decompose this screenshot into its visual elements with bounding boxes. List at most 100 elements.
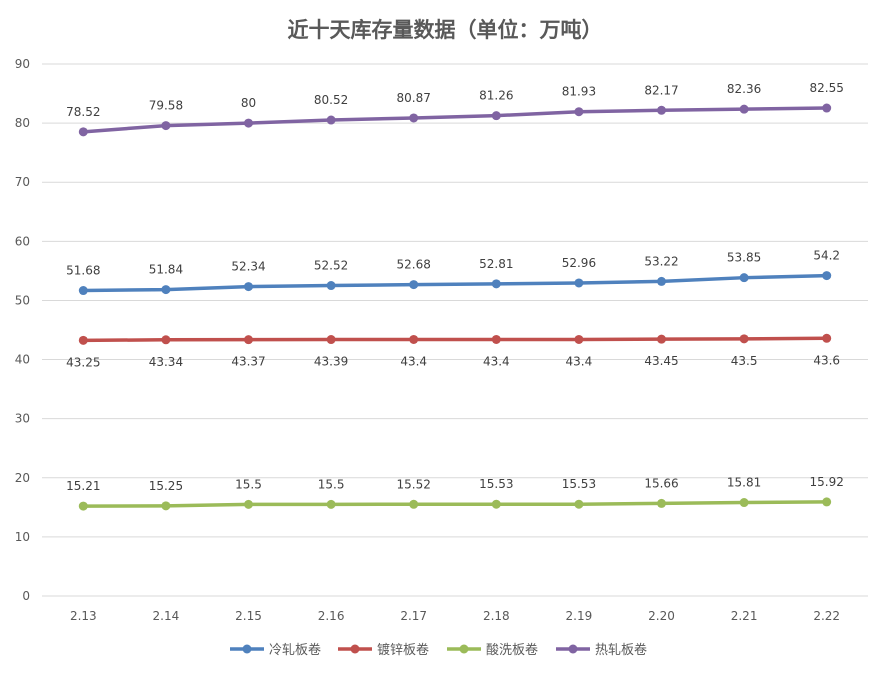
data-label: 82.17 <box>644 83 678 97</box>
data-point <box>78 501 88 511</box>
data-label: 15.21 <box>66 479 100 493</box>
legend-swatch-marker <box>568 644 578 654</box>
data-point <box>491 334 501 344</box>
y-tick-label: 40 <box>15 353 30 367</box>
data-point <box>491 111 501 121</box>
legend-swatch-marker <box>459 644 469 654</box>
data-label: 43.4 <box>400 354 427 368</box>
data-point <box>739 273 749 283</box>
series-line <box>81 273 829 293</box>
data-point <box>657 105 666 115</box>
data-label: 52.34 <box>231 260 265 274</box>
series-line <box>81 500 829 508</box>
data-label: 43.4 <box>566 354 593 368</box>
data-point <box>78 127 88 137</box>
data-label: 82.55 <box>810 81 844 95</box>
data-label: 80.87 <box>397 91 431 105</box>
data-point <box>739 498 749 508</box>
data-label: 81.26 <box>479 89 513 103</box>
y-tick-label: 30 <box>15 412 30 426</box>
data-label: 51.84 <box>149 263 183 277</box>
data-point <box>161 501 171 511</box>
data-point <box>822 497 832 507</box>
data-point <box>574 107 584 117</box>
y-tick-label: 0 <box>22 589 30 603</box>
data-label: 53.22 <box>644 254 678 268</box>
data-point <box>491 499 501 509</box>
data-point <box>326 115 336 125</box>
legend-label: 热轧板卷 <box>595 642 647 658</box>
legend-label: 镀锌板卷 <box>377 642 429 658</box>
data-point <box>822 103 832 113</box>
data-point <box>78 286 88 296</box>
data-point <box>739 334 749 344</box>
legend-swatch-marker <box>350 644 360 654</box>
x-tick-label: 2.18 <box>483 609 510 623</box>
data-point <box>409 280 419 290</box>
data-point <box>822 271 832 281</box>
x-tick-label: 2.14 <box>153 609 180 623</box>
data-label: 43.37 <box>231 355 265 369</box>
data-point <box>574 278 584 288</box>
data-label: 79.58 <box>149 99 183 113</box>
x-tick-label: 2.22 <box>813 609 840 623</box>
data-label: 43.6 <box>813 353 840 367</box>
x-tick-label: 2.19 <box>566 609 593 623</box>
x-tick-label: 2.16 <box>318 609 345 623</box>
data-label: 15.66 <box>644 476 678 490</box>
data-point <box>739 104 749 114</box>
data-label: 52.52 <box>314 259 348 273</box>
legend-label: 酸洗板卷 <box>486 642 538 658</box>
x-tick-label: 2.13 <box>70 609 97 623</box>
data-label: 15.53 <box>479 477 513 491</box>
x-tick-label: 2.17 <box>400 609 427 623</box>
data-label: 43.25 <box>66 355 100 369</box>
series-line <box>81 106 829 134</box>
data-label: 80.52 <box>314 93 348 107</box>
data-point <box>326 499 336 509</box>
data-point <box>326 281 336 291</box>
data-label: 51.68 <box>66 264 100 278</box>
data-point <box>574 334 584 344</box>
data-point <box>409 499 419 509</box>
data-label: 52.81 <box>479 257 513 271</box>
data-label: 15.81 <box>727 476 761 490</box>
data-point <box>326 335 336 345</box>
data-point <box>161 121 171 131</box>
data-point <box>244 335 253 345</box>
data-label: 81.93 <box>562 85 596 99</box>
data-point <box>244 282 253 292</box>
data-point <box>822 333 832 343</box>
legend-swatch-marker <box>242 644 252 654</box>
data-label: 43.34 <box>149 355 183 369</box>
data-label: 82.36 <box>727 82 761 96</box>
data-point <box>491 279 501 289</box>
x-tick-label: 2.21 <box>731 609 758 623</box>
data-label: 54.2 <box>813 249 840 263</box>
y-tick-label: 90 <box>15 57 30 71</box>
data-point <box>244 499 253 509</box>
data-point <box>574 499 584 509</box>
data-label: 53.85 <box>727 251 761 265</box>
data-point <box>657 276 666 286</box>
y-tick-label: 20 <box>15 471 30 485</box>
y-tick-label: 10 <box>15 530 30 544</box>
legend-label: 冷轧板卷 <box>269 642 321 658</box>
data-point <box>78 335 88 345</box>
chart-title: 近十天库存量数据（单位：万吨） <box>287 17 603 42</box>
y-tick-label: 50 <box>15 293 30 307</box>
data-point <box>161 285 171 295</box>
data-point <box>657 498 666 508</box>
data-label: 43.45 <box>644 354 678 368</box>
data-label: 78.52 <box>66 105 100 119</box>
data-label: 15.92 <box>810 475 844 489</box>
data-label: 15.53 <box>562 477 596 491</box>
data-point <box>657 334 666 344</box>
data-label: 80 <box>241 96 256 110</box>
data-label: 52.68 <box>397 258 431 272</box>
data-point <box>409 334 419 344</box>
x-tick-label: 2.15 <box>235 609 262 623</box>
data-point <box>409 113 419 123</box>
